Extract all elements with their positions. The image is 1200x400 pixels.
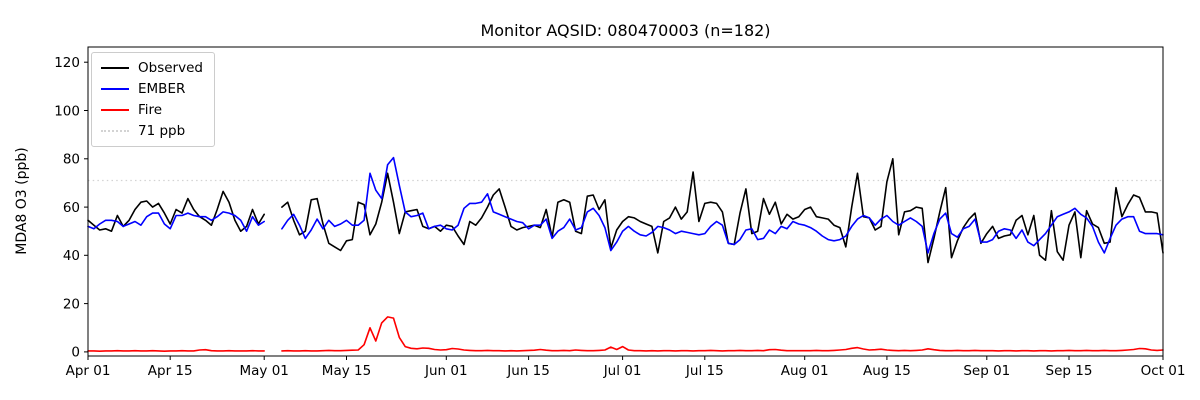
legend-item-ember: EMBER <box>101 81 203 97</box>
x-tick-label: Jul 01 <box>603 363 642 379</box>
y-tick-label: 40 <box>63 248 80 264</box>
x-tick-label: Sep 15 <box>1046 363 1093 379</box>
legend-item-fire: Fire <box>101 102 203 118</box>
y-tick-label: 20 <box>63 296 80 312</box>
legend-item-observed: Observed <box>101 60 203 76</box>
y-axis-label: MDA8 O3 (ppb) <box>14 147 30 255</box>
x-tick-label: May 01 <box>240 363 289 379</box>
y-tick-label: 80 <box>63 152 80 168</box>
x-tick-label: May 15 <box>322 363 371 379</box>
legend-label-ember: EMBER <box>138 81 186 97</box>
series-line-fire <box>87 316 1164 352</box>
series-line-observed <box>87 158 1164 264</box>
legend-label-fire: Fire <box>138 102 163 118</box>
x-tick-label: Oct 01 <box>1141 363 1186 379</box>
x-tick-label: Apr 01 <box>66 363 111 379</box>
x-tick-label: Sep 01 <box>963 363 1010 379</box>
y-tick-label: 60 <box>63 200 80 216</box>
x-tick-label: Jul 15 <box>685 363 724 379</box>
threshold-line-icon <box>101 130 129 132</box>
fire-line-icon <box>101 109 129 111</box>
legend-label-observed: Observed <box>138 60 203 76</box>
legend-label-threshold: 71 ppb <box>138 123 186 139</box>
x-tick-label: Aug 15 <box>863 363 911 379</box>
x-tick-label: Jun 01 <box>424 363 468 379</box>
observed-line-icon <box>101 67 129 69</box>
series-line-ember <box>87 156 1164 254</box>
legend: Observed EMBER Fire 71 ppb <box>91 52 215 147</box>
y-tick-label: 120 <box>54 55 80 71</box>
x-tick-label: Jun 15 <box>506 363 550 379</box>
chart-title: Monitor AQSID: 080470003 (n=182) <box>480 21 771 40</box>
legend-item-threshold: 71 ppb <box>101 123 203 139</box>
x-tick-label: Aug 01 <box>781 363 829 379</box>
y-tick-label: 100 <box>54 103 80 119</box>
x-tick-label: Apr 15 <box>148 363 193 379</box>
plot-border <box>87 46 1164 357</box>
ember-line-icon <box>101 88 129 90</box>
y-tick-label: 0 <box>71 345 80 361</box>
